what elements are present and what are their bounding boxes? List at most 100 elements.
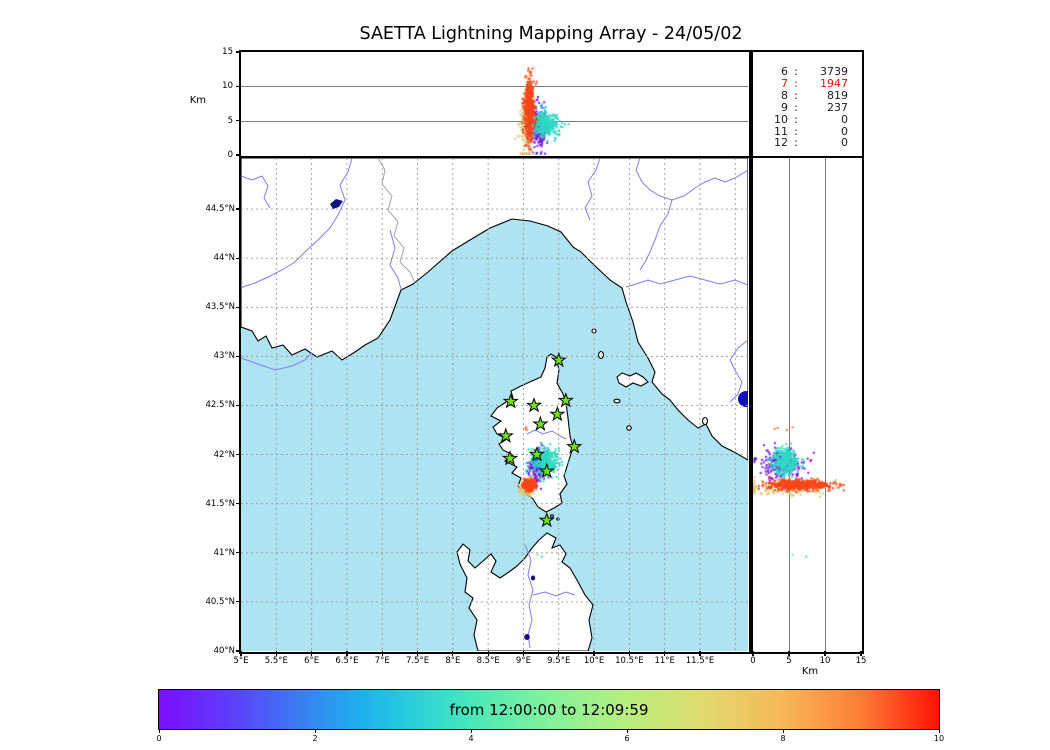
lat-tick-label: 40°N: [213, 646, 235, 656]
colon: :: [794, 65, 798, 78]
lat-tick-mark: [236, 601, 241, 603]
lat-tick-label: 44.5°N: [205, 204, 235, 215]
colon: :: [794, 124, 798, 138]
lon-tick-mark: [522, 651, 525, 656]
source-count: 0: [841, 112, 848, 126]
lma-station-star: [532, 415, 549, 432]
lon-tick-label: 8°E: [445, 656, 461, 666]
lat-tick-label: 43°N: [213, 351, 235, 362]
alt-tick-mark: [236, 120, 241, 122]
map-scatter-canvas: [241, 158, 748, 651]
lat-tick-mark: [236, 404, 241, 407]
lon-tick-label: 6.5°E: [335, 656, 359, 666]
lon-tick-label: 5°E: [233, 656, 249, 666]
lma-station-star: [538, 462, 555, 479]
lon-altitude-panel: [241, 52, 748, 155]
colorbar-tick-mark: [314, 729, 316, 733]
colon: :: [794, 100, 798, 114]
distance-axis-label: Km: [801, 666, 819, 677]
lat-tick-mark: [236, 355, 241, 357]
colorbar-tick-label: 2: [312, 734, 318, 743]
station-number: 8: [781, 88, 788, 102]
lma-station-star: [528, 446, 545, 462]
lon-tick-label: 11.5°E: [685, 656, 715, 666]
lon-tick-label: 10°E: [583, 656, 605, 666]
time-window-label: from 12:00:00 to 12:09:59: [449, 700, 649, 719]
station-number: 7: [781, 76, 788, 90]
colorbar-tick-mark: [782, 729, 784, 733]
lon-tick-label: 6°E: [304, 656, 320, 666]
lon-tick-label: 9°E: [515, 656, 531, 666]
colorbar-tick-mark: [158, 729, 160, 733]
lma-station-star: [566, 438, 583, 454]
lon-tick-label: 7.5°E: [405, 656, 430, 666]
lma-station-star: [549, 405, 566, 422]
lon-tick-mark: [240, 651, 242, 656]
alt-tick-mark: [236, 154, 241, 156]
lon-tick-mark: [699, 651, 701, 656]
lon-tick-mark: [275, 651, 277, 656]
station-number: 12: [774, 136, 788, 150]
lat-tick-label: 43.5°N: [205, 302, 235, 313]
lma-station-star: [502, 393, 519, 409]
station-count-row: 12: 0: [753, 137, 861, 149]
colorbar-tick-mark: [626, 729, 628, 733]
lat-tick-mark: [236, 306, 241, 308]
source-count: 3739: [820, 65, 848, 78]
time-colorbar: from 12:00:00 to 12:09:59: [159, 690, 939, 729]
colon: :: [794, 76, 798, 90]
lat-tick-mark: [236, 257, 241, 259]
alt-tick-label: 0: [227, 150, 233, 160]
lon-tick-mark: [311, 651, 313, 656]
lon-tick-mark: [487, 651, 489, 656]
lat-tick-label: 44°N: [213, 253, 235, 264]
lon-tick-label: 8.5°E: [476, 656, 500, 666]
station-count-row: 10: 0: [753, 112, 861, 126]
lat-tick-mark: [236, 453, 241, 456]
lon-altitude-scatter-canvas: [241, 52, 748, 155]
lon-tick-mark: [558, 651, 560, 656]
lon-tick-mark: [664, 651, 666, 656]
station-count-row: 11: 0: [753, 124, 861, 138]
lma-station-star: [501, 449, 519, 466]
altitude-latitude-scatter-canvas: [753, 158, 861, 651]
lon-tick-mark: [452, 651, 454, 656]
lma-station-star: [497, 427, 514, 443]
colorbar-tick-label: 4: [468, 734, 474, 743]
alt-tick-label: 10: [222, 81, 233, 92]
station-count-row: 8: 819: [753, 88, 861, 102]
colon: :: [794, 112, 798, 126]
figure-title: SAETTA Lightning Mapping Array - 24/05/0…: [359, 24, 743, 44]
lma-station-star: [525, 396, 543, 413]
alt-tick-mark: [236, 85, 241, 87]
lon-tick-label: 7°E: [374, 656, 390, 666]
altitude-latitude-panel: [753, 158, 861, 651]
source-count: 237: [827, 100, 848, 114]
lma-station-star: [550, 351, 567, 368]
colorbar-tick-mark: [938, 729, 940, 733]
lat-tick-mark: [236, 552, 241, 554]
colorbar-tick-label: 8: [780, 734, 786, 743]
distance-tick-label: 10: [819, 656, 831, 666]
colon: :: [794, 88, 798, 102]
lon-tick-mark: [593, 651, 595, 656]
distance-tick-label: 0: [750, 656, 756, 666]
lon-tick-mark: [381, 651, 383, 656]
source-count: 0: [841, 124, 848, 138]
lat-tick-mark: [236, 503, 241, 505]
distance-tick-label: 5: [786, 656, 792, 666]
lon-tick-label: 9.5°E: [547, 656, 571, 666]
station-number: 6: [781, 65, 788, 78]
alt-tick-label: 15: [222, 47, 233, 57]
station-count-row: 7: 1947: [753, 78, 861, 90]
colon: :: [794, 136, 798, 150]
station-statistics-box: 6: 3739 7: 1947 8: 819 9: 237 10: 0 11: 0 12: 0: [753, 66, 861, 155]
distance-tick-mark: [824, 651, 826, 656]
station-count-row: 9: 237: [753, 100, 861, 114]
lat-tick-label: 42°N: [213, 449, 235, 460]
source-count: 819: [827, 88, 848, 102]
colorbar-tick-mark: [470, 729, 472, 733]
distance-tick-mark: [860, 651, 862, 656]
alt-tick-label: 5: [227, 115, 233, 126]
